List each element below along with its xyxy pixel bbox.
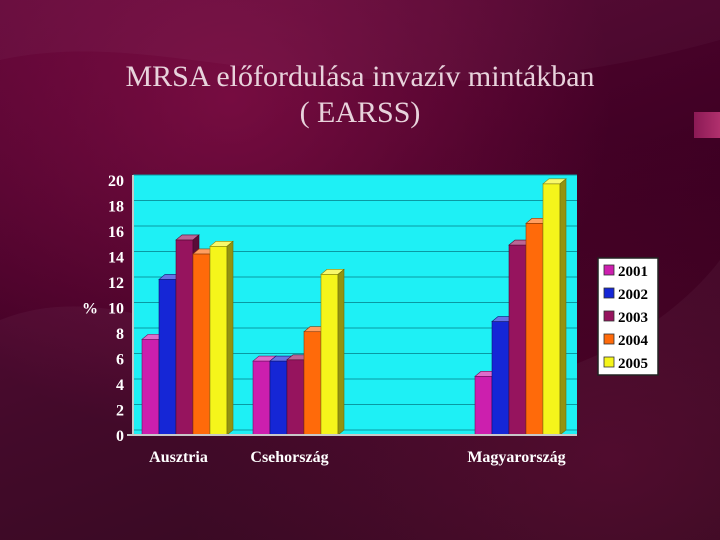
legend-label: 2005 [618,356,648,372]
bar-front [303,331,322,436]
bar-front [141,339,160,436]
axes: 0 2 4 6 8 10 12 14 16 18 20% Ausztria Csehország Magy… [82,173,577,466]
bar-front [158,279,177,436]
y-tick-label: 8 [116,326,124,343]
legend-label: 2001 [618,264,648,280]
bar-front [192,253,211,436]
bar-Ausztria-2005 [209,240,234,436]
bar-front [175,239,194,436]
bar-front [286,359,305,436]
legend-label: 2002 [618,287,648,303]
bar-front [269,360,288,436]
bar-side [337,268,345,436]
y-tick-label: 10 [108,301,124,318]
y-tick-label: 16 [108,224,124,241]
bar-front [474,376,493,436]
y-tick-label: 20 [108,173,124,190]
bar-Csehország-2005 [320,268,345,436]
legend-swatch [603,264,615,276]
x-tick-label: Csehország [250,449,328,466]
bar-front [491,321,510,436]
y-tick-label: 14 [108,250,124,267]
slide-title-line2: ( EARSS) [299,96,421,129]
bars [141,178,567,436]
legend: 2001 2002 2003 2004 2005 [597,257,659,376]
bar-front [508,244,527,436]
y-tick-label: 4 [116,377,124,394]
bar-front [209,246,228,436]
legend-swatch [603,310,615,322]
bar-front [525,223,544,436]
bar-front [542,183,561,436]
x-tick-label: Ausztria [149,449,208,466]
bar-side [226,240,234,436]
y-axis-label: % [82,301,98,318]
y-tick-label: 6 [116,352,124,369]
legend-swatch [603,333,615,345]
y-tick-label: 18 [108,199,124,216]
slide-title-line1: MRSA előfordulása invazív mintákban [125,60,595,93]
legend-swatch [603,356,615,368]
bar-side [559,178,567,436]
decorative-accent [694,112,720,138]
x-tick-label: Magyarország [467,449,565,466]
y-tick-label: 12 [108,275,124,292]
legend-label: 2004 [618,333,649,349]
legend-label: 2003 [618,310,648,326]
y-tick-label: 0 [116,428,124,445]
y-tick-label: 2 [116,403,124,420]
legend-swatch [603,287,615,299]
bar-front [320,274,339,436]
bar-front [252,360,271,436]
bar-Magyarország-2005 [542,178,567,436]
